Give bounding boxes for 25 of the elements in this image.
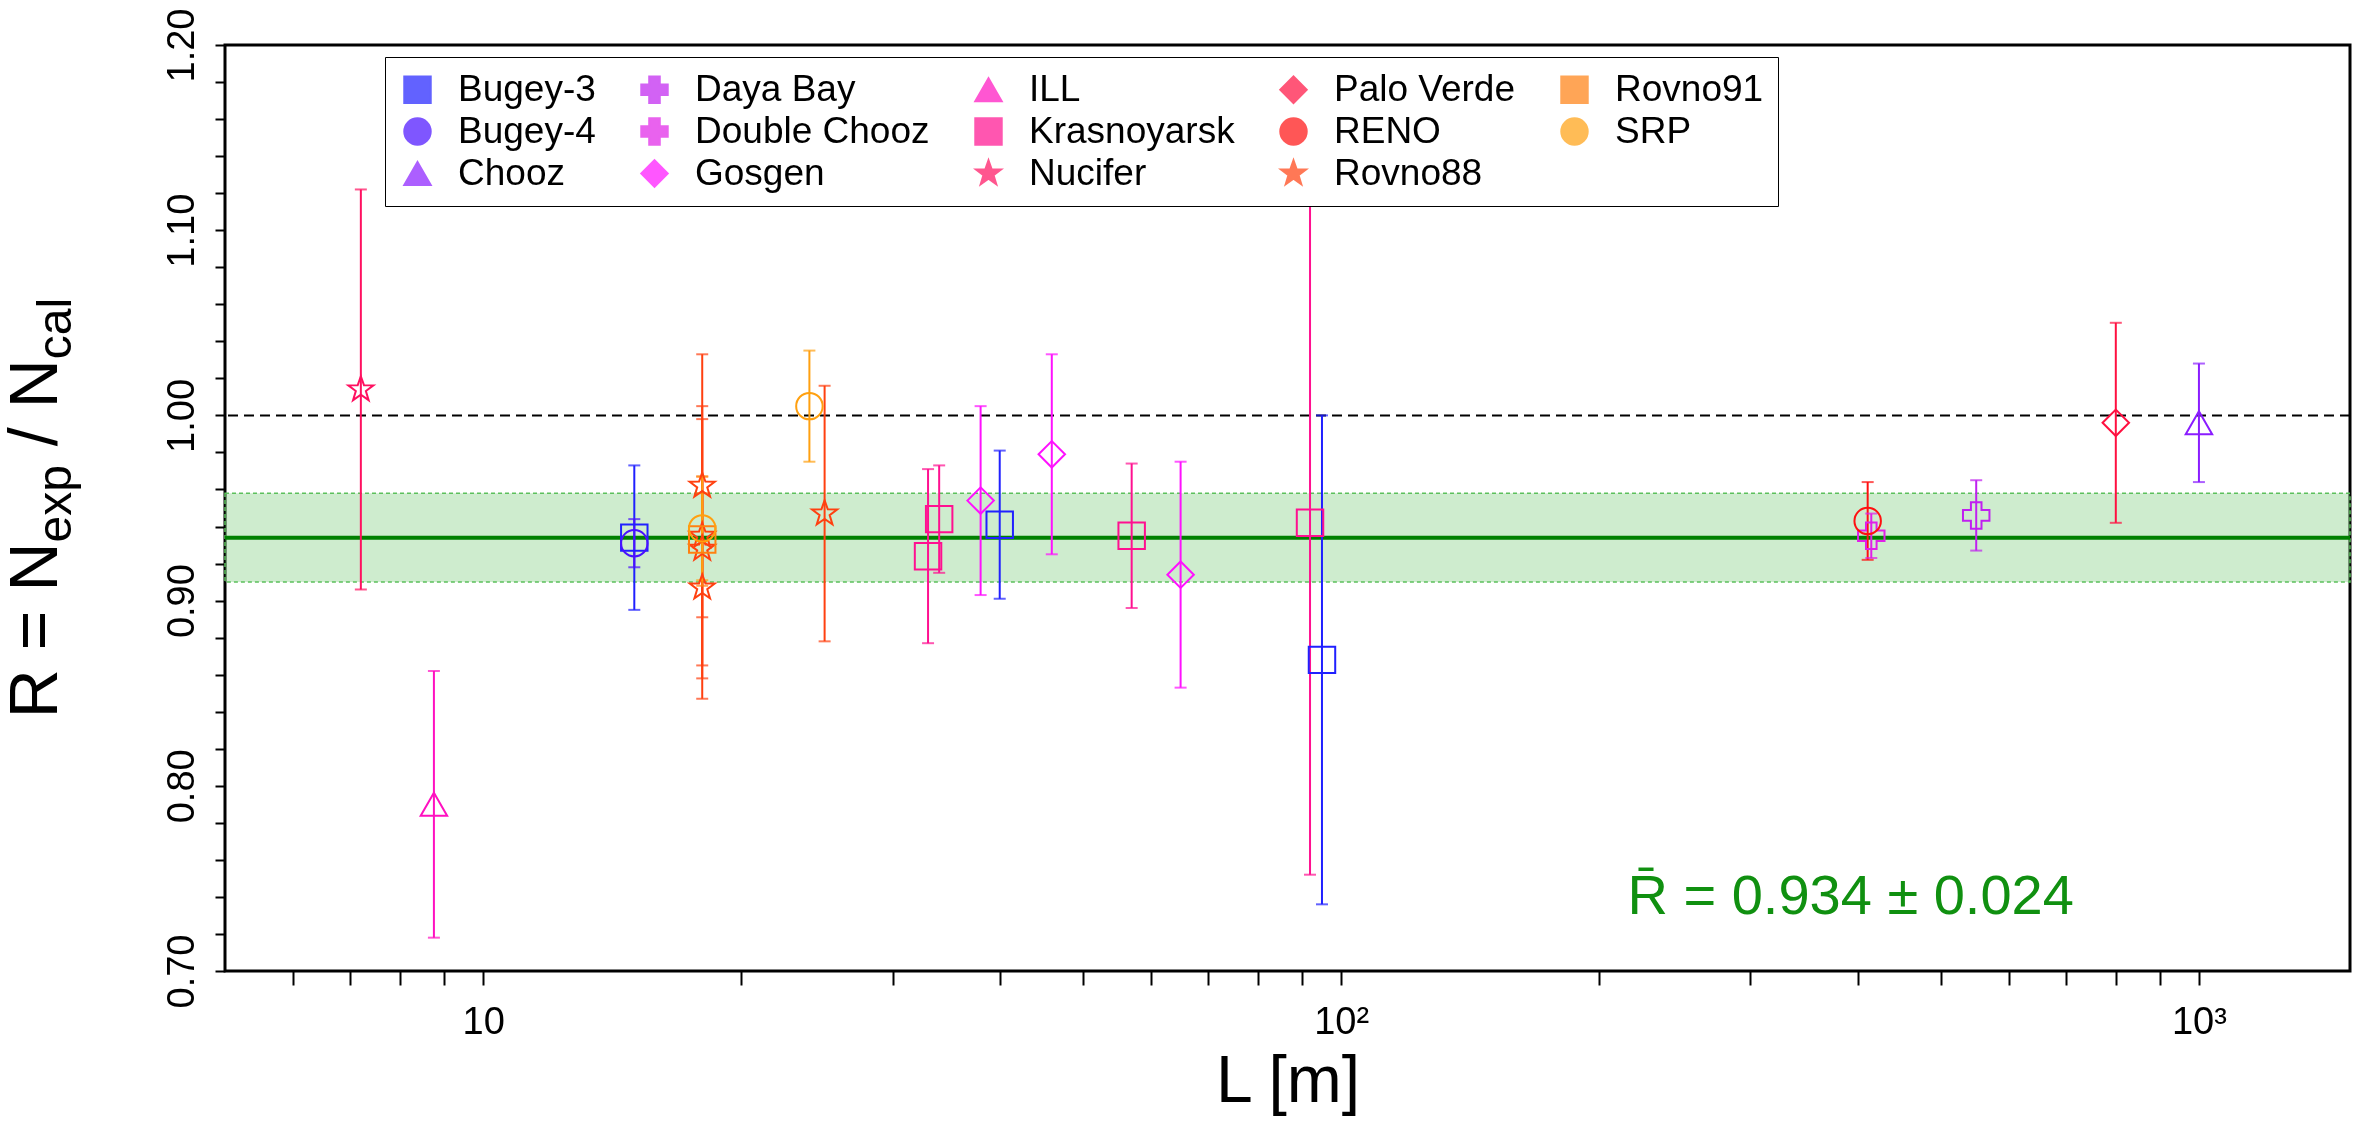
legend-label: SRP [1615,109,1692,151]
x-tick-label: 10³ [2171,999,2227,1042]
legend-label: Rovno91 [1615,67,1764,109]
legend-label: Bugey-3 [458,67,596,109]
legend-label: ILL [1029,67,1081,109]
legend-label: Gosgen [695,151,825,193]
x-tick-label: 10² [1314,999,1370,1042]
legend-label: Nucifer [1029,151,1147,193]
annotation: R̄ = 0.934 ± 0.024 [1627,862,2074,926]
legend-label: Bugey-4 [458,109,596,151]
legend-label: Daya Bay [695,67,856,109]
y-tick-label: 0.90 [159,564,202,639]
legend-label: Rovno88 [1334,151,1483,193]
legend-label: Krasnoyarsk [1029,109,1236,151]
y-tick-label: 1.20 [159,8,202,83]
legend-label: Palo Verde [1334,67,1516,109]
legend-label: RENO [1334,109,1441,151]
x-tick-label: 10 [462,999,505,1042]
x-axis-title: L [m] [1215,1041,1361,1116]
y-tick-label: 1.00 [159,378,202,453]
legend-label: Chooz [458,151,565,193]
legend-label: Double Chooz [695,109,930,151]
y-tick-label: 0.80 [159,749,202,824]
y-tick-label: 1.10 [159,193,202,268]
y-tick-label: 0.70 [159,934,202,1009]
